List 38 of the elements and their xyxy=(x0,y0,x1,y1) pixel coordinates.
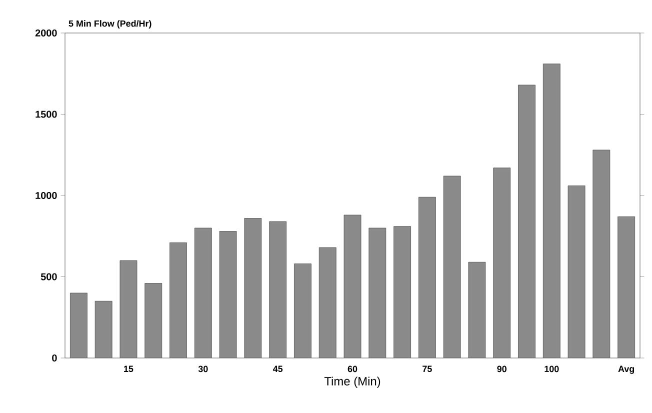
x-tick-label: 45 xyxy=(272,366,283,372)
bar xyxy=(269,222,286,358)
bar xyxy=(220,231,237,358)
y-tick-label: 2000 xyxy=(35,29,57,37)
bar xyxy=(592,150,610,358)
y-tick-label: 500 xyxy=(40,273,57,280)
bar xyxy=(319,248,336,358)
y-tick-label: 1000 xyxy=(36,192,57,200)
bar xyxy=(120,260,137,358)
bar xyxy=(170,242,187,358)
bar xyxy=(344,215,362,358)
bar xyxy=(294,264,312,358)
y-axis-title: 5 Min Flow (Ped/Hr) xyxy=(68,20,152,28)
bar xyxy=(468,262,486,358)
x-tick-label: 90 xyxy=(497,366,506,372)
bar xyxy=(493,168,510,358)
bar xyxy=(568,186,586,358)
y-tick-label: 0 xyxy=(52,354,57,362)
x-tick-label: 75 xyxy=(422,366,432,372)
bar xyxy=(194,228,212,358)
x-axis-title: Time (Min) xyxy=(324,376,380,388)
bar xyxy=(518,84,536,358)
bar xyxy=(70,293,88,358)
bar xyxy=(543,64,560,358)
bar xyxy=(394,226,411,358)
bar xyxy=(368,228,386,358)
bar xyxy=(618,216,636,358)
bar xyxy=(244,218,262,358)
bar xyxy=(444,176,461,358)
y-tick-label: 1500 xyxy=(36,110,57,118)
x-tick-label: 15 xyxy=(124,366,134,372)
bar xyxy=(418,197,436,358)
bar xyxy=(95,301,112,358)
x-tick-label: Avg xyxy=(618,366,634,374)
x-tick-label: 60 xyxy=(348,366,358,372)
x-tick-label: 100 xyxy=(544,366,559,372)
bar xyxy=(144,283,162,358)
x-tick-label: 30 xyxy=(198,366,208,372)
